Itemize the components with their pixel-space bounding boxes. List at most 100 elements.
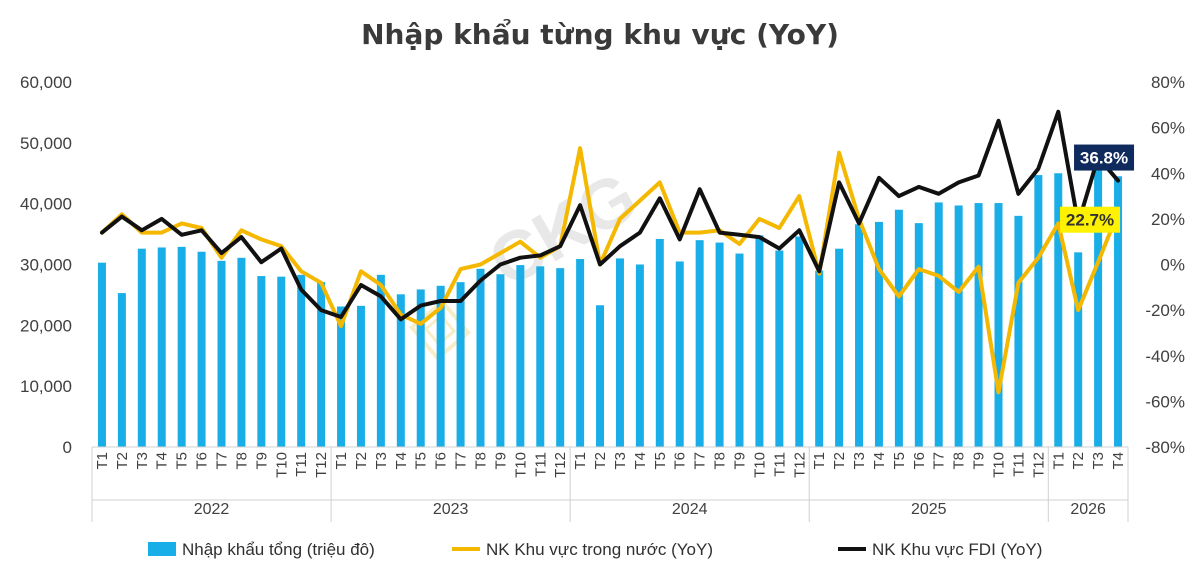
y-right-tick-label: 0% [1160,256,1185,275]
x-tick-label: T12 [313,452,330,478]
line-fdi-yoy [100,109,1120,322]
legend-label: Nhập khẩu tổng (triệu đô) [182,540,375,559]
bar-import-total [795,236,804,447]
x-tick-label: T4 [871,452,888,470]
x-tick-label: T9 [492,452,509,470]
y-left-tick-label: 60,000 [20,73,72,92]
bar-import-total [914,223,923,447]
bar-import-total [257,276,266,447]
data-label-domestic: 22.7% [1066,211,1114,230]
bar-import-total [775,250,784,447]
x-tick-label: T7 [931,452,948,470]
bar-import-total [456,282,465,447]
x-tick-label: T2 [1070,452,1087,470]
y-left-tick-label: 50,000 [20,134,72,153]
bar-import-total [576,259,585,447]
bar-import-total [356,305,365,447]
legend-item-import-total: Nhập khẩu tổng (triệu đô) [148,540,375,559]
bar-import-total [855,224,864,447]
y-right-tick-label: -40% [1145,347,1185,366]
y-right-tick-label: -20% [1145,301,1185,320]
x-tick-label: T9 [253,452,270,470]
x-tick-label: T3 [1090,452,1107,470]
y-right-tick-label: 20% [1151,210,1185,229]
lines-layer [100,109,1120,395]
year-group-label: 2025 [911,501,947,518]
bar-import-total [277,276,286,447]
x-tick-label: T1 [94,452,111,470]
data-label-fdi: 36.8% [1080,149,1128,168]
year-group-label: 2023 [433,501,469,518]
x-tick-label: T8 [951,452,968,470]
x-tick-label: T10 [512,452,529,478]
y-left-tick-label: 40,000 [20,195,72,214]
x-tick-label: T2 [831,452,848,470]
bar-import-total [97,262,106,447]
year-group-label: 2024 [672,501,708,518]
watermark-logo-inner-icon [423,313,457,347]
bar-import-total [835,248,844,447]
x-tick-label: T12 [1030,452,1047,478]
x-tick-label: T4 [1110,452,1127,470]
y-left-tick-label: 10,000 [20,377,72,396]
bar-import-total [1094,167,1103,447]
bar-import-total [695,240,704,447]
data-labels-layer: 22.7% 36.8% [1060,144,1135,233]
x-tick-label: T8 [712,452,729,470]
x-tick-label: T3 [851,452,868,470]
bar-import-total [596,305,605,447]
bar-import-total [197,251,206,447]
bar-import-total [615,258,624,447]
year-group-label: 2022 [194,501,230,518]
x-tick-label: T6 [433,452,450,470]
year-group-label: 2026 [1070,501,1106,518]
bar-import-total [735,253,744,447]
bar-import-total [476,268,485,447]
x-tick-label: T4 [632,452,649,470]
bar-import-total [755,235,764,447]
y-right-tick-label: 60% [1151,119,1185,138]
bar-import-total [994,203,1003,447]
x-tick-label: T4 [393,452,410,470]
bar-import-total [157,247,166,447]
legend-label: NK Khu vực FDI (YoY) [872,540,1042,559]
bar-import-total [1054,173,1063,447]
bar-import-total [655,238,664,447]
y-right-tick-label: -60% [1145,392,1185,411]
bar-import-total [536,266,545,447]
legend-swatch [148,542,176,556]
bar-import-total [815,270,824,447]
bar-import-total [297,274,306,447]
bar-import-total [337,306,346,447]
x-tick-label: T7 [453,452,470,470]
bar-import-total [416,289,425,447]
y-left-tick-label: 20,000 [20,316,72,335]
bar-import-total [317,282,326,447]
x-tick-label: T1 [1050,452,1067,470]
legend-item-domestic: NK Khu vực trong nước (YoY) [452,540,713,559]
x-tick-label: T10 [273,452,290,478]
legend-label: NK Khu vực trong nước (YoY) [486,540,713,559]
bar-import-total [556,268,565,447]
legend-item-fdi: NK Khu vực FDI (YoY) [838,540,1042,559]
bar-import-total [635,264,644,447]
x-tick-label: T6 [911,452,928,470]
bar-import-total [177,246,186,447]
x-tick-label: T11 [293,452,310,477]
bar-import-total [137,248,146,447]
axes-layer: 0 10,000 20,000 30,000 40,000 50,000 60,000 -80… [20,73,1185,522]
bar-import-total [874,221,883,447]
bar-import-total [237,257,246,447]
x-tick-label: T5 [652,452,669,470]
line-domestic-yoy [100,146,1120,395]
y-left-tick-label: 0 [63,438,72,457]
bar-import-total [217,260,226,447]
x-tick-label: T8 [473,452,490,470]
bar-import-total [1114,176,1123,447]
x-tick-label: T5 [891,452,908,470]
x-tick-label: T3 [134,452,151,470]
x-tick-label: T7 [692,452,709,470]
x-tick-label: T11 [771,452,788,477]
